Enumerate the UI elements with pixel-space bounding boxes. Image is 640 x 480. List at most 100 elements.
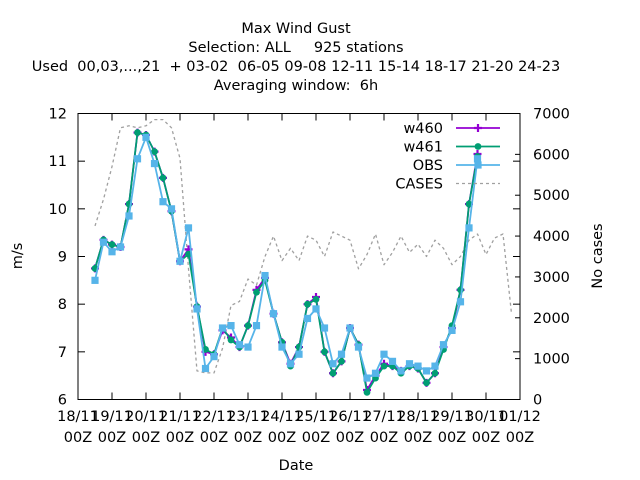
data-point-obs: [235, 341, 244, 349]
data-point-obs: [371, 369, 380, 377]
data-point-obs: [397, 367, 405, 375]
x-axis: 18/11 00Z 19/11 00Z 20/11 00Z 21/11 00Z 22/11 00Z…: [57, 113, 541, 446]
legend: w460 w461 OBS CASES: [395, 121, 500, 193]
title-line-3: Used 00,03,...,21 + 03-02 06-05 09-08 12…: [32, 59, 560, 75]
data-point-obs: [380, 350, 388, 358]
y-axis-right: 0 1000 2000 3000 4000 5000 6000 7000: [515, 107, 570, 409]
y2-axis-label: No cases: [590, 223, 606, 288]
y2-tick-label: 2000: [533, 311, 570, 327]
data-point-w461: [329, 369, 337, 377]
data-point-obs: [176, 257, 184, 265]
series-line-cases: [94, 118, 513, 374]
y2-tick-label: 4000: [533, 229, 570, 245]
data-point-obs: [210, 353, 218, 361]
data-point-w461: [363, 388, 371, 396]
x-tick-label-hour: 00Z: [302, 430, 330, 446]
legend-marker: [474, 161, 482, 169]
title-line-1: Max Wind Gust: [241, 21, 351, 37]
y2-tick-label: 0: [533, 393, 542, 409]
x-tick-label-date: 30/11: [465, 409, 507, 425]
legend-label: CASES: [395, 177, 443, 193]
data-point-w461: [465, 200, 473, 208]
data-point-obs: [116, 243, 125, 251]
data-point-w461: [244, 322, 252, 330]
data-point-obs: [133, 155, 142, 163]
chart-title: Max Wind Gust Selection: ALL 925 station…: [32, 21, 560, 94]
data-point-w461: [380, 362, 388, 370]
data-point-obs: [456, 298, 465, 306]
x-tick-label-date: 25/11: [295, 409, 337, 425]
series-line-obs: [94, 136, 479, 379]
data-point-obs: [312, 305, 320, 313]
data-point-obs: [167, 205, 176, 213]
legend-label: w461: [403, 140, 443, 156]
data-point-w461: [321, 348, 328, 356]
y-tick-label: 6: [58, 393, 67, 409]
data-point-obs: [363, 374, 371, 382]
data-point-obs: [431, 362, 439, 370]
x-tick-label-date: 20/11: [125, 409, 167, 425]
y-tick-label: 10: [49, 202, 67, 218]
data-point-obs: [286, 360, 295, 368]
y-axis-left: 6 7 8 9 10 11 12: [49, 107, 520, 409]
data-point-w461: [423, 379, 430, 387]
data-point-w461: [312, 296, 320, 303]
data-point-obs: [142, 133, 150, 141]
data-point-obs: [354, 343, 363, 351]
legend-marker: [474, 143, 482, 150]
data-point-obs: [91, 276, 99, 284]
y2-tick-label: 5000: [533, 188, 570, 204]
title-line-4: Averaging window: 6h: [214, 78, 378, 94]
data-point-obs: [329, 360, 337, 368]
data-point-w461: [253, 288, 260, 296]
y-tick-label: 7: [58, 345, 67, 361]
data-point-w461: [227, 336, 235, 344]
y-tick-label: 12: [49, 107, 67, 123]
series-cases: [94, 118, 513, 374]
data-point-obs: [125, 212, 133, 220]
data-point-obs: [346, 324, 354, 332]
data-point-obs: [303, 314, 312, 323]
x-tick-label-date: 24/11: [261, 409, 303, 425]
x-axis-label: Date: [279, 458, 314, 474]
data-point-obs: [244, 343, 252, 351]
data-point-w461: [431, 369, 439, 377]
data-point-obs: [184, 224, 193, 232]
y2-tick-label: 3000: [533, 270, 570, 286]
data-point-obs: [269, 310, 278, 318]
x-tick-label-hour: 00Z: [64, 430, 92, 446]
x-tick-label-hour: 00Z: [438, 430, 466, 446]
x-tick-label-date: 23/11: [227, 409, 269, 425]
data-point-obs: [227, 322, 235, 330]
x-tick-label-hour: 00Z: [98, 430, 126, 446]
data-point-obs: [388, 357, 397, 365]
title-line-2: Selection: ALL 925 stations: [188, 40, 403, 56]
x-tick-label-hour: 00Z: [234, 430, 262, 446]
data-point-obs: [252, 322, 261, 330]
x-tick-label-date: 28/11: [397, 409, 439, 425]
data-point-obs: [193, 305, 201, 313]
y-tick-label: 11: [49, 154, 67, 170]
data-point-obs: [150, 159, 159, 168]
x-tick-label-date: 29/11: [431, 409, 473, 425]
data-point-obs: [108, 248, 116, 256]
data-point-obs: [465, 224, 473, 232]
data-point-w461: [108, 241, 116, 248]
data-point-obs: [414, 362, 422, 370]
cases-series: [94, 118, 513, 374]
x-tick-label-hour: 00Z: [404, 430, 432, 446]
y2-tick-label: 6000: [533, 147, 570, 163]
x-tick-label-hour: 00Z: [200, 430, 228, 446]
data-point-obs: [473, 155, 482, 163]
x-tick-label-hour: 00Z: [506, 430, 534, 446]
legend-label: OBS: [413, 158, 443, 174]
x-tick-label-hour: 00Z: [370, 430, 398, 446]
data-point-obs: [201, 364, 210, 373]
data-point-obs: [278, 343, 286, 351]
data-point-w461: [151, 148, 158, 156]
data-point-obs: [159, 198, 167, 206]
x-tick-label-date: 21/11: [159, 409, 201, 425]
legend-label: w460: [403, 121, 443, 137]
data-point-obs: [99, 238, 108, 246]
